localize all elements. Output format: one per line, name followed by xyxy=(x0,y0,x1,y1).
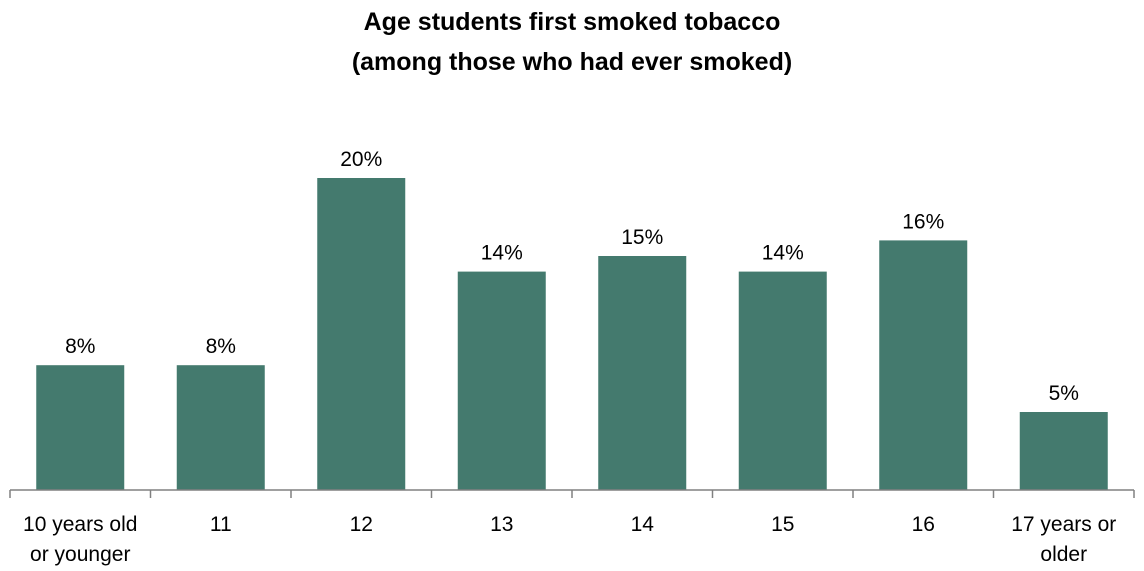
bar-5 xyxy=(738,271,827,490)
bar-4 xyxy=(598,256,687,490)
category-label-7-line-2: older xyxy=(1040,543,1087,566)
data-label-7: 5% xyxy=(1049,382,1079,405)
data-labels: 8% 8% 20% 14% 15% 14% 16% 5% xyxy=(65,148,1079,405)
category-labels: 10 years old or younger 11 12 13 14 15 16 17 yea… xyxy=(23,513,1116,566)
data-label-3: 14% xyxy=(481,242,523,265)
category-label-4: 14 xyxy=(631,513,655,536)
data-label-2: 20% xyxy=(340,148,382,171)
category-label-5: 15 xyxy=(771,513,794,536)
category-label-7-line-1: 17 years or xyxy=(1011,513,1116,536)
data-label-1: 8% xyxy=(206,335,236,358)
category-label-0-line-1: 10 years old xyxy=(23,513,137,536)
bar-6 xyxy=(879,240,968,490)
category-label-0-line-2: or younger xyxy=(30,543,130,566)
bar-0 xyxy=(36,365,125,490)
data-label-6: 16% xyxy=(902,210,944,233)
data-label-4: 15% xyxy=(621,226,663,249)
data-label-5: 14% xyxy=(762,242,804,265)
chart-title: Age students first smoked tobacco (among… xyxy=(0,2,1144,82)
category-label-2: 12 xyxy=(350,513,373,536)
chart-title-line-2: (among those who had ever smoked) xyxy=(351,48,793,76)
bar-1 xyxy=(176,365,265,490)
category-label-1: 11 xyxy=(210,513,232,536)
chart-title-line-1: Age students first smoked tobacco xyxy=(363,8,781,36)
bar-7 xyxy=(1019,412,1108,490)
bar-2 xyxy=(317,178,406,490)
bars xyxy=(36,178,1108,490)
data-label-0: 8% xyxy=(65,335,95,358)
x-axis xyxy=(9,489,1135,498)
category-label-3: 13 xyxy=(490,513,513,536)
bar-3 xyxy=(457,271,546,490)
category-label-6: 16 xyxy=(912,513,935,536)
